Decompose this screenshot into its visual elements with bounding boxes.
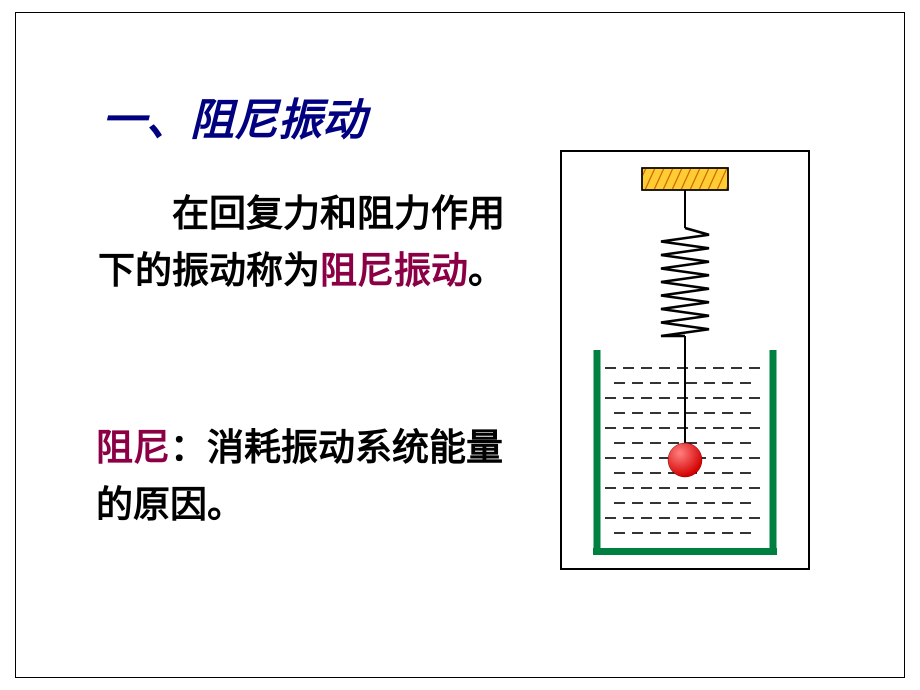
damped-oscillation-diagram	[560, 150, 810, 570]
section-title: 一、阻尼振动	[102, 84, 366, 148]
paragraph-2: 阻尼：消耗振动系统能量的原因。	[96, 420, 526, 535]
paragraph-1: 在回复力和阻力作用下的振动称为阻尼振动。	[98, 186, 528, 301]
title-text: 一、阻尼振动	[102, 96, 366, 145]
